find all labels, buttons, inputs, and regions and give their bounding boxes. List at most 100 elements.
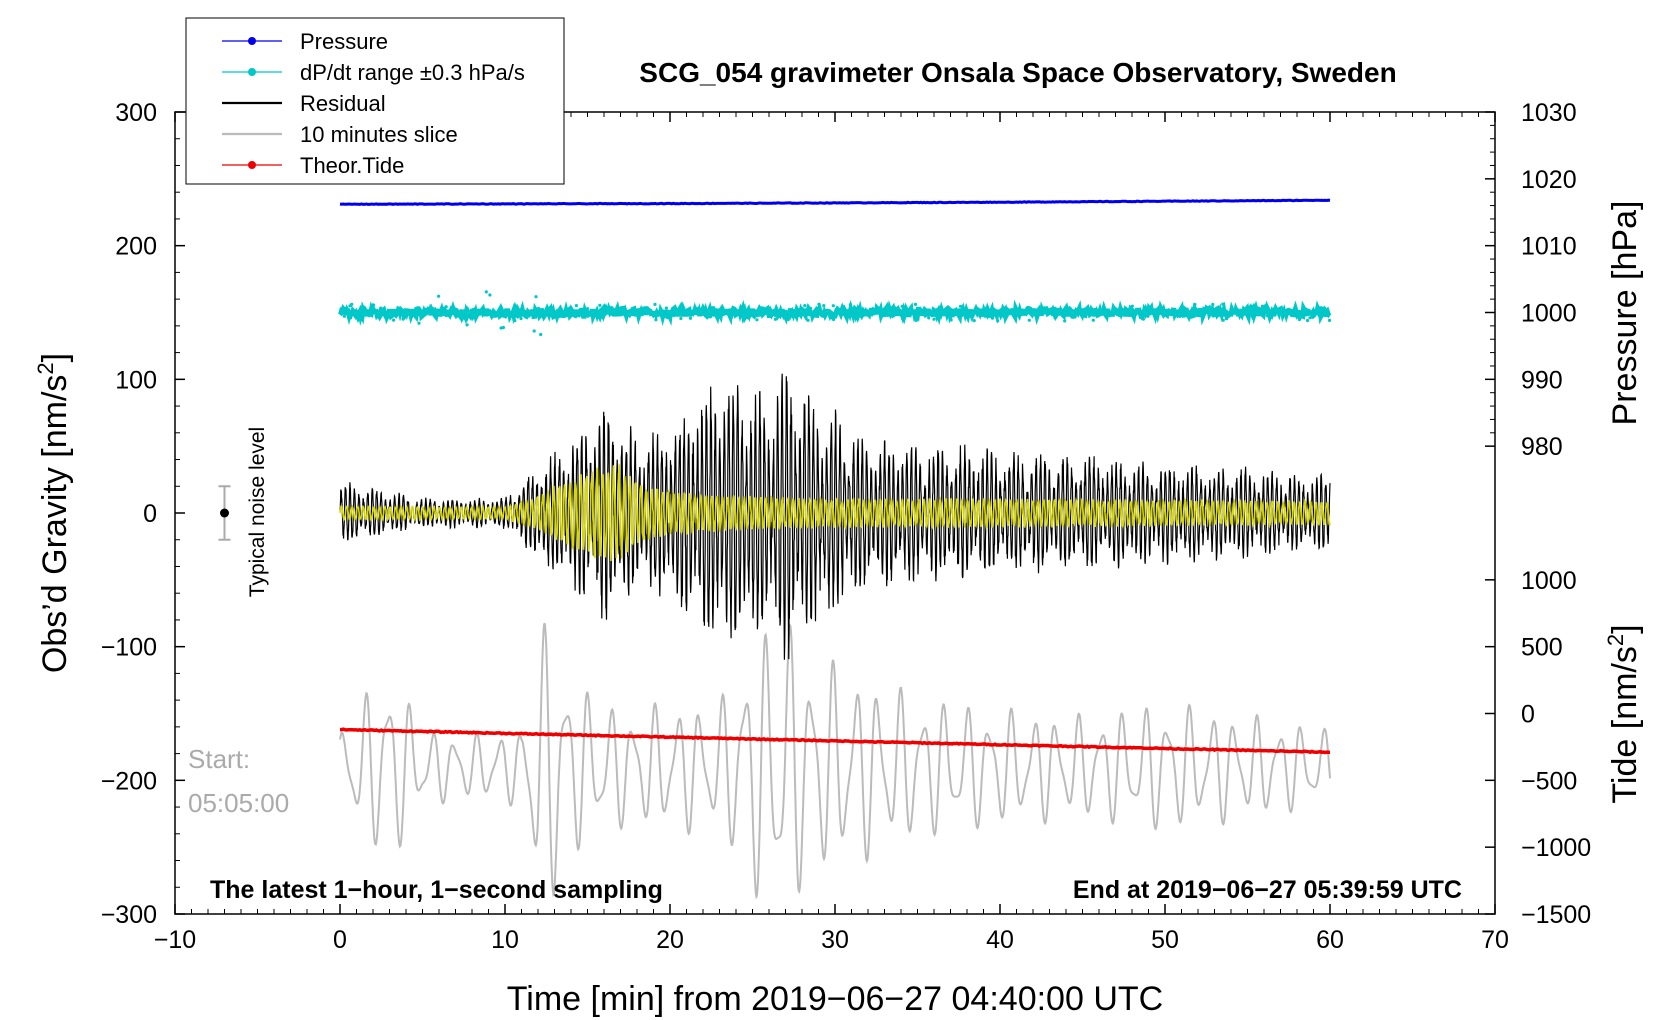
axis-ticks: −10 0 10 20 30 40 50 60 703002001000−100−200−300… [101, 99, 1592, 954]
dpdt-point [755, 318, 759, 322]
dpdt-point [869, 312, 874, 316]
dpdt-point [806, 318, 810, 322]
tide-tick-label: −1000 [1521, 834, 1591, 862]
dpdt-point [760, 311, 764, 315]
dpdt-point [532, 329, 536, 333]
x-axis-title: Time [min] from 2019−06−27 04:40:00 UTC [507, 980, 1163, 1018]
dpdt-point [488, 293, 492, 297]
dpdt-point [773, 317, 778, 321]
dpdt-point [347, 313, 351, 317]
dpdt-point [539, 332, 543, 337]
dpdt-point [1211, 302, 1215, 307]
dpdt-point [848, 303, 853, 307]
legend-box [185, 17, 565, 185]
dpdt-point [900, 309, 904, 313]
y-tick-label-left: −200 [101, 767, 157, 795]
dpdt-point [927, 316, 931, 320]
dpdt-point [683, 311, 688, 315]
dpdt-point [519, 316, 523, 321]
dpdt-point [1264, 304, 1268, 308]
tide-tick-label: 500 [1521, 634, 1563, 662]
x-tick-label: 10 [491, 926, 519, 954]
dpdt-point [815, 312, 819, 317]
dpdt-point [1141, 317, 1145, 321]
legend-item: dP/dt range ±0.3 hPa/s [222, 60, 525, 85]
legend-item: Residual [222, 91, 386, 116]
dpdt-point [901, 317, 905, 321]
dpdt-point [896, 306, 900, 310]
noise-level-label: Typical noise level [246, 427, 269, 597]
dpdt-point [543, 311, 547, 315]
filtered-residual-line [339, 464, 1331, 562]
dpdt-point [1262, 307, 1266, 311]
dpdt-point [1221, 318, 1225, 322]
legend-marker [248, 161, 256, 169]
dpdt-point [557, 309, 561, 313]
dpdt-point [822, 304, 826, 308]
dpdt-point [932, 317, 936, 321]
dpdt-point [1094, 310, 1098, 314]
legend-label: 10 minutes slice [300, 122, 458, 147]
slice-line [339, 622, 1331, 900]
dpdt-point [342, 314, 346, 318]
dpdt-point [1073, 311, 1077, 315]
dpdt-point [677, 311, 681, 315]
dpdt-point [1063, 311, 1067, 315]
dpdt-point [653, 302, 657, 306]
dpdt-point [887, 313, 892, 317]
chart-title: SCG_054 gravimeter Onsala Space Observat… [639, 57, 1396, 88]
dpdt-point [900, 304, 904, 308]
dpdt-point [736, 310, 740, 314]
pressure-tick-label: 1030 [1521, 99, 1577, 127]
dpdt-point [1053, 306, 1057, 310]
dpdt-point [896, 309, 900, 313]
dpdt-point [1305, 318, 1310, 323]
dpdt-point [1265, 313, 1269, 318]
dpdt-point [1327, 318, 1332, 322]
dpdt-series [337, 290, 1332, 337]
dpdt-point [1021, 308, 1025, 312]
dpdt-point [757, 310, 762, 314]
pressure-tick-label: 1010 [1521, 233, 1577, 261]
dpdt-point [1063, 319, 1067, 323]
dpdt-point [1112, 309, 1116, 313]
dpdt-point [922, 313, 926, 317]
noise-level-indicator [218, 485, 231, 541]
dpdt-point [465, 323, 469, 327]
x-tick-label: 70 [1481, 926, 1509, 954]
dpdt-point [348, 304, 352, 308]
legend: Pressure dP/dt range ±0.3 hPa/s Residual 10… [185, 17, 565, 185]
dpdt-point [342, 309, 346, 313]
x-tick-label: 0 [333, 926, 347, 954]
dpdt-point [1308, 316, 1312, 320]
dpdt-point [1165, 308, 1169, 312]
dpdt-point [1046, 309, 1050, 313]
dpdt-point [625, 314, 629, 318]
dpdt-point [1037, 306, 1041, 311]
dpdt-point [832, 317, 836, 322]
dpdt-point [1012, 310, 1016, 314]
dpdt-point [534, 295, 538, 299]
dpdt-point [996, 319, 1000, 323]
pressure-series [339, 198, 1331, 206]
dpdt-point [817, 302, 821, 306]
tide-tick-label: 1000 [1521, 567, 1577, 595]
legend-item: Theor.Tide [222, 153, 404, 178]
dpdt-point [664, 306, 669, 310]
dpdt-point [708, 315, 713, 319]
dpdt-point [804, 316, 808, 320]
dpdt-point [354, 314, 358, 318]
noise-center-dot [220, 508, 229, 518]
dpdt-point [915, 317, 919, 321]
y-tick-label-left: 0 [143, 500, 157, 528]
x-tick-label: 20 [656, 926, 684, 954]
dpdt-point [1225, 310, 1229, 315]
dpdt-point [1082, 308, 1086, 312]
legend-label: Theor.Tide [300, 153, 404, 178]
dpdt-point [949, 318, 953, 322]
dpdt-point [688, 316, 693, 320]
dpdt-point [1272, 307, 1277, 311]
ten-minute-slice-series [339, 622, 1331, 900]
legend-label: Pressure [300, 29, 388, 54]
